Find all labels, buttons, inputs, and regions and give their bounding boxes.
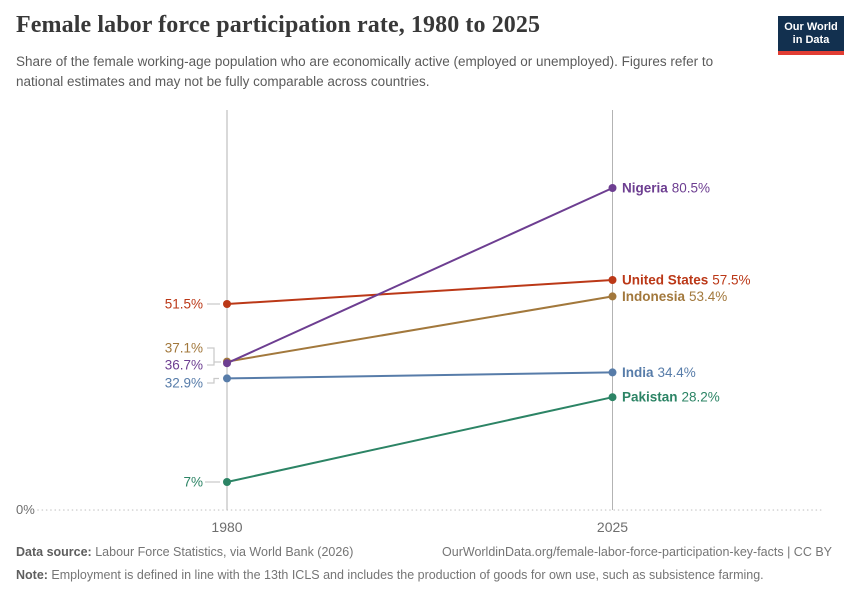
series-end-label-indonesia[interactable]: Indonesia 53.4% [622,289,727,304]
series-line-india[interactable] [226,371,613,380]
data-point-nigeria-end[interactable] [608,184,617,192]
note-label: Note: [16,568,48,582]
note-text: Employment is defined in line with the 1… [47,568,764,582]
series-line-indonesia[interactable] [226,295,613,363]
start-value-label-india[interactable]: 32.9% [165,376,203,391]
series-line-united-states[interactable] [226,279,613,305]
data-source: Data source: Labour Force Statistics, vi… [16,545,353,559]
owid-logo-line1: Our World [784,21,838,33]
canonical-url[interactable]: OurWorldinData.org/female-labor-force-pa… [442,545,832,559]
label-connector-nigeria [207,362,215,366]
series-end-label-india[interactable]: India 34.4% [622,365,696,380]
data-point-united-states-end[interactable] [608,276,617,284]
data-point-nigeria-start[interactable] [223,359,231,368]
start-value-label-nigeria[interactable]: 36.7% [165,358,203,373]
footer-sources-row: Data source: Labour Force Statistics, vi… [16,545,832,559]
data-point-united-states-start[interactable] [223,300,231,308]
series-end-label-united-states[interactable]: United States 57.5% [622,273,751,288]
label-connector-india [207,377,219,384]
data-point-indonesia-end[interactable] [608,292,617,301]
footer-note: Note: Employment is defined in line with… [16,568,832,582]
data-point-pakistan-start[interactable] [223,478,231,486]
label-connector-indonesia [207,347,221,363]
series-end-label-nigeria[interactable]: Nigeria 80.5% [622,181,710,196]
slope-chart: 0% 1980 2025 36.7% Nigeria 80.5% 51.5% United S… [16,110,825,535]
data-source-text: Labour Force Statistics, via World Bank … [91,545,354,559]
owid-logo[interactable]: Our World in Data [778,16,844,56]
page-title: Female labor force participation rate, 1… [16,12,541,38]
x-tick-2025: 2025 [597,519,628,535]
data-point-india-end[interactable] [608,368,617,377]
owid-logo-line2: in Data [792,34,830,47]
data-source-label: Data source: [16,545,92,559]
series-line-pakistan[interactable] [226,396,613,483]
series-line-nigeria[interactable] [226,187,613,365]
y-axis-zero-label: 0% [16,502,35,517]
start-value-label-pakistan[interactable]: 7% [183,475,203,490]
chart-subtitle: Share of the female working-age populati… [16,54,714,89]
data-point-pakistan-end[interactable] [608,393,617,402]
data-point-india-start[interactable] [223,374,231,383]
chart-footer: Data source: Labour Force Statistics, vi… [16,545,832,582]
start-value-label-united-states[interactable]: 51.5% [165,297,203,312]
start-value-label-indonesia[interactable]: 37.1% [165,341,203,356]
x-tick-1980: 1980 [211,519,242,535]
series-end-label-pakistan[interactable]: Pakistan 28.2% [622,390,720,405]
